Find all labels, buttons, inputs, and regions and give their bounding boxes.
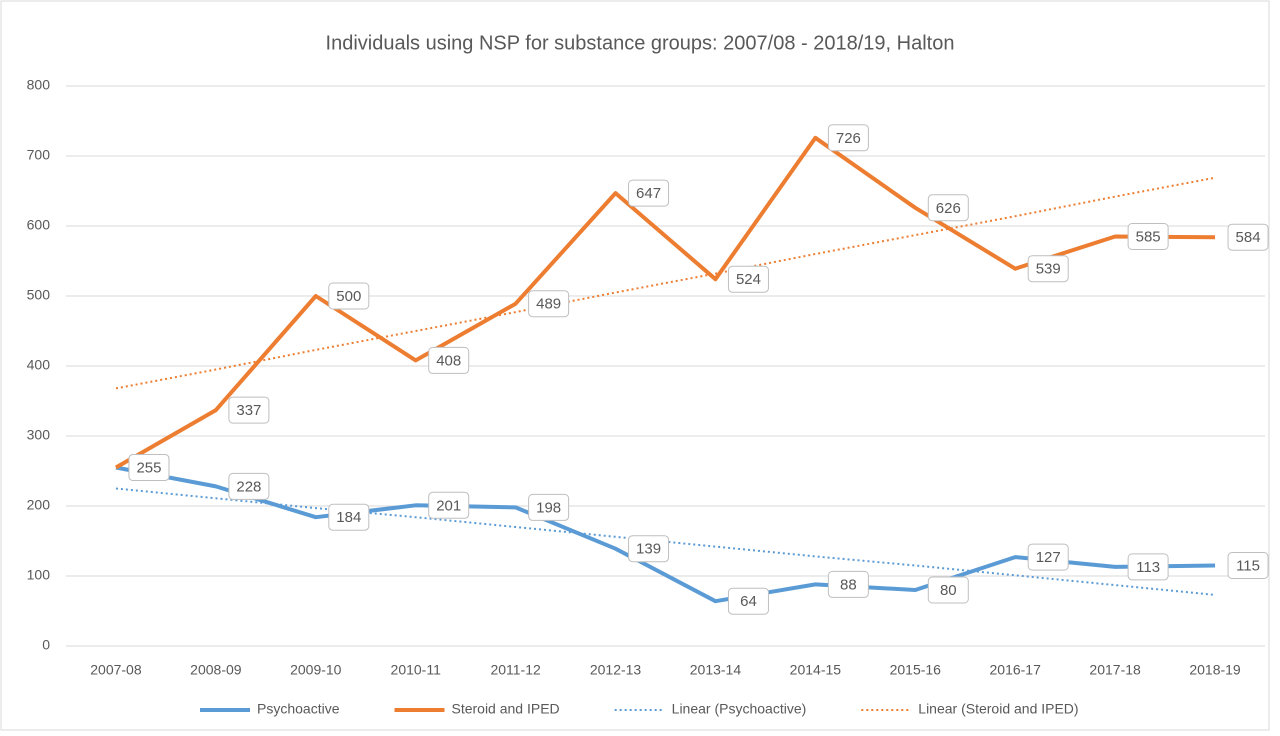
- legend-label: Linear (Psychoactive): [672, 701, 807, 717]
- data-label: 647: [636, 185, 661, 202]
- data-label: 337: [236, 402, 261, 419]
- data-label-box: [128, 454, 170, 481]
- data-label-box: [1127, 223, 1169, 250]
- data-label-box: [428, 491, 470, 519]
- data-label-box: [827, 124, 869, 152]
- data-label: 539: [1036, 261, 1061, 278]
- trend-line: [115, 487, 1216, 596]
- legend-label: Steroid and IPED: [451, 701, 559, 717]
- data-label: 489: [536, 296, 561, 313]
- data-label: 139: [636, 541, 661, 558]
- y-tick-label: 0: [42, 637, 50, 653]
- data-label: 584: [1236, 229, 1261, 246]
- x-tick-label: 2008-09: [190, 662, 242, 678]
- y-tick-label: 500: [27, 287, 51, 303]
- data-label-box: [328, 503, 370, 531]
- y-tick-label: 700: [27, 147, 51, 163]
- data-label: 500: [336, 288, 361, 305]
- x-tick-label: 2017-18: [1089, 662, 1141, 678]
- x-tick-label: 2014-15: [790, 662, 842, 678]
- x-tick-label: 2009-10: [290, 662, 342, 678]
- x-tick-label: 2018-19: [1189, 662, 1241, 678]
- x-tick-label: 2016-17: [990, 662, 1042, 678]
- data-label: 585: [1136, 228, 1161, 245]
- data-label-box: [528, 290, 570, 318]
- legend-label: Psychoactive: [257, 701, 340, 717]
- y-tick-label: 600: [27, 217, 51, 233]
- x-tick-label: 2007-08: [90, 662, 142, 678]
- data-label-box: [727, 265, 769, 293]
- y-tick-label: 800: [27, 77, 51, 93]
- x-tick-label: 2013-14: [690, 662, 742, 678]
- x-tick-label: 2012-13: [590, 662, 642, 678]
- data-label-box: [927, 194, 969, 222]
- data-label-box: [1027, 255, 1069, 283]
- data-label: 198: [536, 499, 561, 516]
- data-label: 524: [736, 271, 761, 288]
- data-label: 726: [836, 130, 861, 147]
- data-label: 64: [740, 593, 757, 610]
- data-label: 184: [336, 509, 361, 526]
- data-label-box: [1127, 553, 1169, 581]
- data-label: 228: [236, 478, 261, 495]
- x-tick-label: 2011-12: [490, 662, 541, 678]
- chart-title: Individuals using NSP for substance grou…: [326, 32, 955, 54]
- data-label: 255: [136, 459, 161, 476]
- trend-line: [115, 176, 1216, 390]
- data-label: 626: [936, 200, 961, 217]
- data-label-box: [228, 396, 270, 424]
- data-label: 88: [840, 576, 857, 593]
- data-label-box: [927, 576, 969, 604]
- data-label: 113: [1136, 559, 1160, 576]
- data-label: 115: [1236, 557, 1260, 574]
- y-tick-label: 100: [27, 567, 51, 583]
- data-label-box: [727, 587, 769, 615]
- data-label-box: [1227, 552, 1269, 579]
- data-label-box: [428, 346, 470, 374]
- data-label-box: [628, 179, 670, 207]
- data-label-box: [827, 570, 869, 598]
- y-tick-label: 300: [27, 427, 51, 443]
- legend-label: Linear (Steroid and IPED): [918, 701, 1078, 717]
- x-tick-label: 2015-16: [890, 662, 942, 678]
- data-label-box: [528, 493, 570, 521]
- data-label: 80: [940, 582, 957, 599]
- data-label-box: [228, 472, 270, 500]
- y-tick-label: 400: [27, 357, 51, 373]
- data-label: 127: [1036, 549, 1061, 566]
- data-label-box: [1227, 223, 1269, 251]
- data-label: 408: [436, 352, 461, 369]
- data-label-box: [328, 282, 370, 310]
- data-label: 201: [436, 497, 461, 514]
- y-tick-label: 200: [27, 497, 51, 513]
- data-label-box: [1027, 543, 1069, 571]
- x-tick-label: 2010-11: [391, 662, 442, 678]
- data-label-box: [628, 535, 670, 563]
